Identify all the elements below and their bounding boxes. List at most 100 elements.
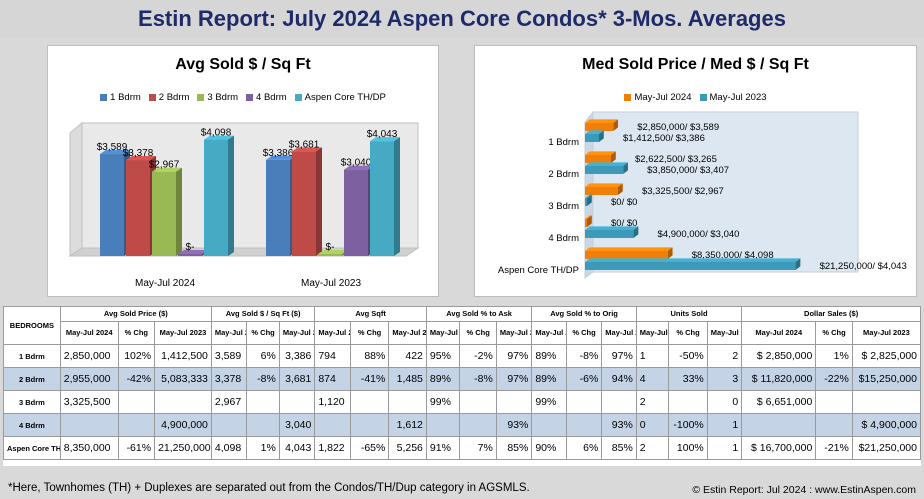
bar-front bbox=[585, 198, 587, 206]
table-cell: 2 bbox=[635, 390, 670, 414]
bar-value-label: $2,622,500/ $3,265 bbox=[635, 154, 717, 165]
bar-top bbox=[585, 151, 616, 155]
table-cell: 6% bbox=[565, 436, 603, 460]
table-cell bbox=[531, 413, 567, 437]
group-header: Dollar Sales ($) bbox=[741, 306, 921, 322]
table-cell: 2,850,000 bbox=[59, 344, 119, 368]
legend-swatch bbox=[294, 93, 302, 101]
table-cell bbox=[117, 390, 156, 414]
row-label: Aspen Core TH/DP bbox=[3, 436, 61, 460]
column-subheader: % Chg bbox=[815, 321, 853, 345]
bar-top bbox=[585, 183, 623, 187]
bar-top bbox=[126, 156, 156, 161]
table-cell: 3,378 bbox=[210, 367, 248, 391]
table-cell: 7% bbox=[459, 436, 497, 460]
bar-front bbox=[585, 134, 599, 142]
left-chart-title: Avg Sold $ / Sq Ft bbox=[175, 56, 311, 73]
bar-front bbox=[318, 254, 342, 256]
table-cell: 33% bbox=[668, 367, 708, 391]
legend-item: 4 Bdrm bbox=[246, 92, 287, 103]
table-row: 4 Bdrm 4,900,000 3,040 1,612 93% 93% 0 -100% 1 $ … bbox=[3, 413, 922, 437]
bar-front bbox=[585, 219, 587, 227]
column-subheader: May-Jul 2024 bbox=[635, 321, 670, 345]
table-cell: 85% bbox=[495, 436, 533, 460]
bar bbox=[585, 247, 673, 259]
table-cell: 1,120 bbox=[314, 390, 351, 414]
row-label: 2 Bdrm bbox=[3, 367, 61, 391]
table-cell bbox=[495, 390, 533, 414]
category-label: May-Jul 2024 bbox=[135, 278, 195, 289]
right-chart-legend: May-Jul 2024 May-Jul 2023 bbox=[475, 92, 916, 103]
legend-label: 2 Bdrm bbox=[158, 92, 190, 103]
table-cell bbox=[565, 413, 603, 437]
group-header: Units Sold bbox=[635, 306, 743, 322]
table-cell: $ 16,700,000 bbox=[741, 436, 817, 460]
bar-front bbox=[344, 169, 368, 256]
bar-side bbox=[587, 215, 592, 227]
group-header: Avg Sold % to Orig bbox=[531, 306, 637, 322]
table-cell: 93% bbox=[601, 413, 637, 437]
bar-side bbox=[617, 183, 623, 195]
bar-top bbox=[585, 226, 639, 230]
bar-top bbox=[100, 150, 130, 155]
table-cell: 5,256 bbox=[388, 436, 427, 460]
table-cell bbox=[741, 413, 817, 437]
category-label: 4 Bdrm bbox=[548, 233, 579, 244]
table-cell: 97% bbox=[495, 367, 533, 391]
bar-front bbox=[585, 187, 618, 195]
bar-value-label: $3,850,000/ $3,407 bbox=[647, 165, 729, 176]
bar-top bbox=[370, 137, 400, 142]
bar bbox=[585, 226, 639, 238]
table-cell bbox=[565, 390, 603, 414]
table-cell: 3,325,500 bbox=[59, 390, 119, 414]
bar-value-label: $0/ $0 bbox=[611, 197, 637, 208]
legend-label: 1 Bdrm bbox=[110, 92, 141, 103]
bar bbox=[344, 165, 374, 256]
table-cell: 0 bbox=[635, 413, 670, 437]
bar-top bbox=[585, 258, 801, 262]
table-cell: $21,250,000 bbox=[851, 436, 922, 460]
table-cell: 1,612 bbox=[388, 413, 427, 437]
bar-value-label: $2,967 bbox=[149, 160, 180, 171]
bar-top bbox=[585, 130, 604, 134]
group-header: Avg Sold % to Ask bbox=[425, 306, 533, 322]
bar-side bbox=[316, 147, 322, 256]
table-cell bbox=[349, 390, 390, 414]
bar-top bbox=[318, 250, 348, 254]
table-cell: 99% bbox=[531, 390, 567, 414]
column-subheader: % Chg bbox=[117, 321, 156, 345]
bar-front bbox=[585, 230, 634, 238]
bar bbox=[266, 155, 296, 256]
bar-top bbox=[344, 165, 374, 170]
bar-value-label: $- bbox=[326, 242, 335, 253]
bar-front bbox=[585, 155, 611, 163]
legend-swatch bbox=[197, 93, 205, 101]
column-subheader: May-Jul 2024 bbox=[210, 321, 248, 345]
bar-value-label: $8,350,000/ $4,098 bbox=[692, 250, 774, 261]
report-title: Estin Report: July 2024 Aspen Core Condo… bbox=[0, 0, 924, 38]
bar-front bbox=[370, 141, 394, 256]
bar-value-label: $4,900,000/ $3,040 bbox=[658, 229, 740, 240]
table-cell: 4 bbox=[635, 367, 670, 391]
group-header: Avg Sold Price ($) bbox=[59, 306, 212, 322]
row-label: 4 Bdrm bbox=[3, 413, 61, 437]
column-subheader: May-Jul 2024 bbox=[314, 321, 351, 345]
bar-front bbox=[266, 159, 290, 256]
table-cell: 422 bbox=[388, 344, 427, 368]
table-cell: 97% bbox=[601, 344, 637, 368]
table-cell: 89% bbox=[425, 367, 461, 391]
table-cell: 794 bbox=[314, 344, 351, 368]
table-cell: 1 bbox=[635, 344, 670, 368]
legend-label: Aspen Core TH/DP bbox=[304, 92, 386, 103]
table-cell: 99% bbox=[425, 390, 461, 414]
table-cell bbox=[601, 390, 637, 414]
bar-front bbox=[585, 166, 624, 174]
table-row: 2 Bdrm 2,955,000 -42% 5,083,333 3,378 -8% 3,68… bbox=[3, 367, 922, 391]
table-cell: -61% bbox=[117, 436, 156, 460]
table-cell: 21,250,000 bbox=[154, 436, 212, 460]
table-cell bbox=[815, 390, 853, 414]
table-cell: 94% bbox=[601, 367, 637, 391]
table-cell bbox=[459, 390, 497, 414]
table-cell: 5,083,333 bbox=[154, 367, 212, 391]
bar-front bbox=[585, 123, 614, 131]
